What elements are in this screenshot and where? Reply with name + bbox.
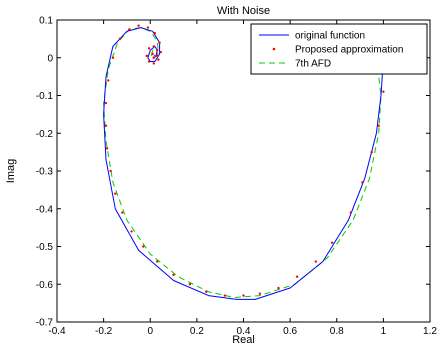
approximation-point	[370, 150, 373, 154]
approximation-point	[152, 62, 155, 65]
legend-label: 7th AFD	[295, 59, 331, 70]
approximation-point	[114, 192, 117, 195]
approximation-point	[156, 260, 159, 263]
x-tick-label: 0.6	[283, 326, 297, 337]
y-axis-title: Imag	[5, 159, 17, 183]
approximation-point	[145, 54, 148, 58]
y-tick-label: -0.1	[36, 91, 54, 102]
chart-title: With Noise	[217, 5, 270, 17]
y-tick-label: 0	[47, 53, 53, 64]
approximation-point	[277, 286, 280, 290]
y-tick-label: -0.7	[36, 318, 54, 329]
approximation-point	[104, 101, 108, 105]
approximation-point	[152, 56, 155, 59]
approximation-point	[130, 230, 133, 233]
series-layer	[103, 24, 385, 300]
approximation-point	[159, 50, 162, 54]
approximation-point	[361, 181, 364, 184]
approximation-point	[107, 79, 110, 82]
approximation-point	[151, 52, 154, 56]
legend: original function Proposed approximation 7…	[250, 23, 428, 75]
y-tick-label: -0.4	[36, 204, 54, 215]
x-tick-label: 0.8	[330, 326, 344, 337]
approximation-point	[121, 211, 124, 214]
approximation-point	[223, 294, 227, 297]
approximation-point	[118, 37, 122, 41]
legend-label: Proposed approximation	[295, 45, 403, 56]
y-tick-label: -0.6	[36, 280, 54, 291]
approximation-point	[188, 283, 192, 286]
legend-marker	[272, 47, 276, 51]
approximation-point	[147, 47, 151, 50]
approximation-point	[142, 245, 145, 248]
afd-line	[103, 27, 382, 298]
approximation-point	[146, 26, 150, 29]
approximation-point	[153, 32, 157, 35]
original-function-line	[103, 27, 384, 300]
x-tick-label: -0.2	[95, 326, 113, 337]
approximation-point	[377, 124, 380, 127]
approximation-point	[295, 275, 299, 278]
x-tick-label: 0.4	[237, 326, 251, 337]
x-axis-title: Real	[232, 334, 255, 346]
x-tick-label: 0.2	[190, 326, 204, 337]
x-tick-label: 1	[381, 326, 387, 337]
approximation-point	[128, 28, 131, 31]
y-tick-label: 0.1	[39, 16, 53, 27]
approximation-point	[156, 54, 159, 58]
y-tick-label: -0.5	[36, 242, 54, 253]
approximation-point	[137, 24, 140, 27]
approximation-point	[314, 260, 317, 263]
y-tick-label: -0.2	[36, 129, 54, 140]
legend-label: original function	[295, 31, 365, 42]
approximation-point	[382, 90, 385, 93]
approximation-point	[147, 60, 151, 63]
x-tick-label: 0	[147, 326, 153, 337]
approximation-point	[258, 292, 262, 295]
approximation-point	[156, 49, 159, 52]
approximation-point	[349, 211, 352, 214]
x-tick-label: -0.4	[48, 326, 66, 337]
ticks-layer: -0.4 -0.2 0 0.2 0.4 0.6 0.8 1 1.2 -0.7 -0.6 -0.5 -0.…	[36, 16, 438, 338]
approximation-point	[157, 58, 160, 61]
approximation-point	[330, 241, 334, 244]
approximation-point	[242, 294, 245, 297]
approximation-point	[152, 45, 155, 48]
approximation-point	[109, 169, 112, 173]
x-tick-label: 1.2	[423, 326, 437, 337]
approximation-point	[111, 56, 115, 59]
approximation-point	[105, 147, 109, 150]
legend-box	[250, 23, 428, 75]
approximation-point	[158, 41, 161, 44]
y-tick-label: -0.3	[36, 167, 54, 178]
approximation-point	[172, 273, 175, 277]
approximation-point	[104, 124, 108, 127]
approximation-point	[205, 290, 208, 293]
